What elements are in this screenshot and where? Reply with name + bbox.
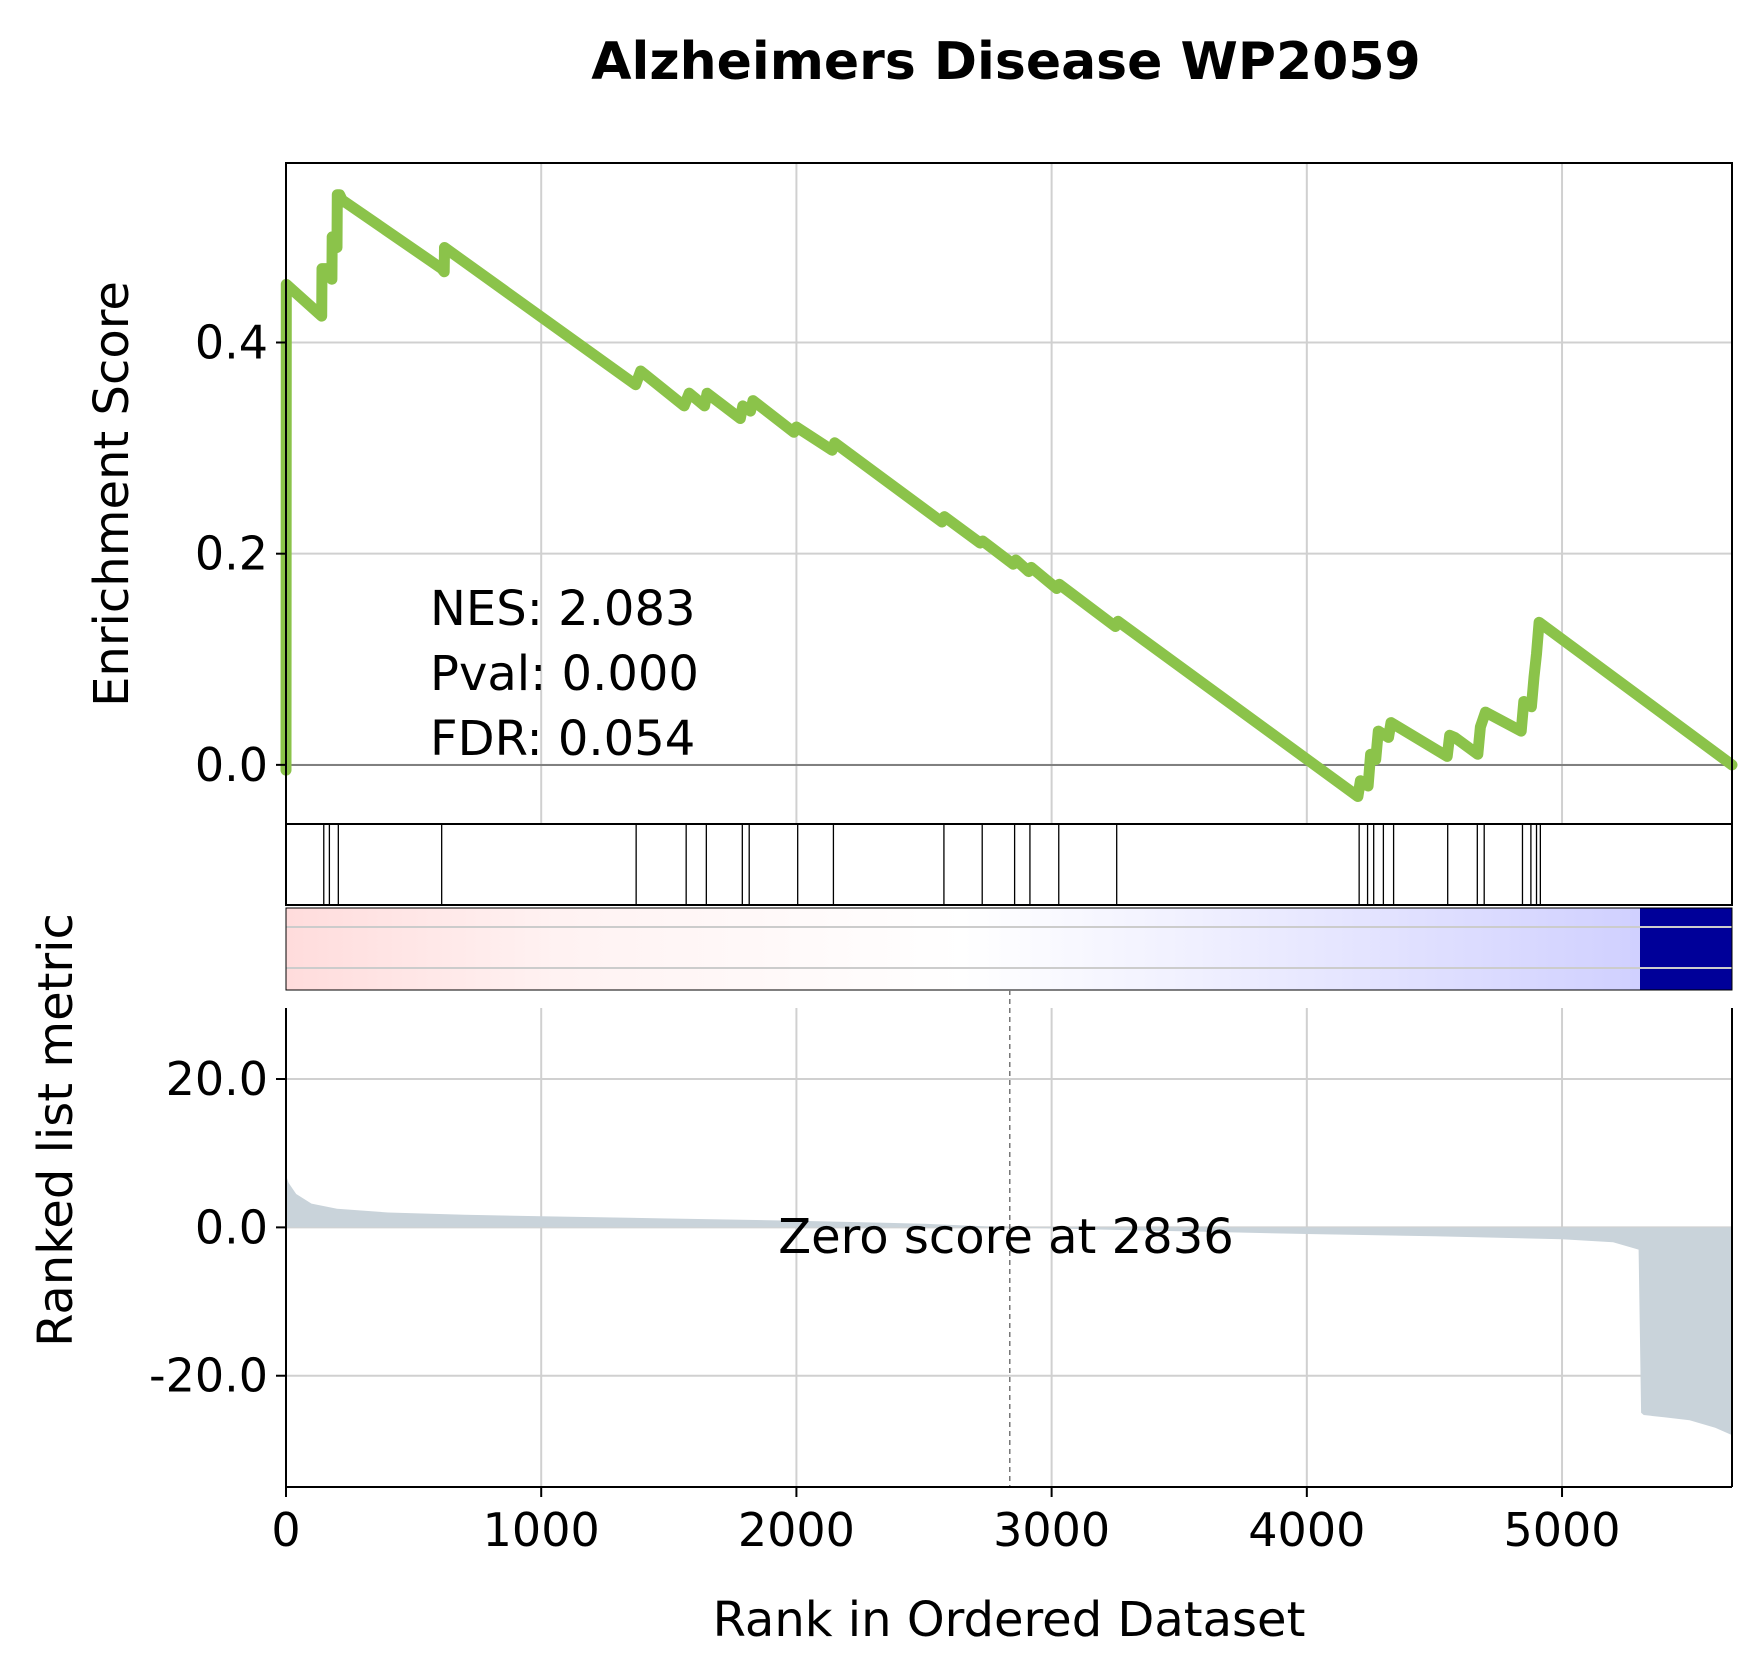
x-tick-label: 2000 <box>738 1503 855 1557</box>
hits-frame <box>285 823 1733 906</box>
enrichment-y-ticks: 0.0 0.2 0.4 <box>195 316 286 792</box>
rank-heatmap-tail <box>1640 908 1732 990</box>
x-tick-label: 3000 <box>993 1503 1110 1557</box>
ranked-y-ticks: -20.0 0.0 20.0 <box>149 1052 286 1403</box>
ranked-metric-panel: Zero score at 2836 -20.0 0.0 20.0 0 1000 200… <box>28 913 1733 1648</box>
chart-title: Alzheimers Disease WP2059 <box>591 32 1420 92</box>
zero-score-label: Zero score at 2836 <box>778 1209 1234 1265</box>
enrichment-line <box>280 189 1738 802</box>
x-tick-label: 1000 <box>483 1503 600 1557</box>
ranked-y-label: Ranked list metric <box>28 913 84 1347</box>
x-ticks: 0 1000 2000 3000 4000 5000 <box>271 1487 1621 1557</box>
rank-heatmap <box>286 908 1640 990</box>
x-tick-label: 0 <box>271 1503 300 1557</box>
fdr-annotation: FDR: 0.054 <box>430 711 695 767</box>
y-tick-label: -20.0 <box>149 1349 268 1403</box>
heatmap-frame <box>285 907 1733 991</box>
x-tick-label: 5000 <box>1503 1503 1620 1557</box>
x-tick-label: 4000 <box>1248 1503 1365 1557</box>
y-tick-label: 0.2 <box>195 527 268 581</box>
y-tick-label: 0.0 <box>195 738 268 792</box>
nes-annotation: NES: 2.083 <box>430 581 696 637</box>
heatmap-panel <box>285 907 1733 991</box>
y-tick-label: 20.0 <box>166 1052 268 1106</box>
enrichment-y-label: Enrichment Score <box>84 281 140 707</box>
y-tick-label: 0.0 <box>195 1200 268 1254</box>
pval-annotation: Pval: 0.000 <box>430 646 699 702</box>
hits-panel <box>285 823 1733 906</box>
enrichment-panel: 0.0 0.2 0.4 Enrichment Score NES: 2.083 Pv… <box>84 162 1738 825</box>
y-tick-label: 0.4 <box>195 316 268 370</box>
hit-marks <box>323 824 1541 905</box>
x-axis-label: Rank in Ordered Dataset <box>713 1592 1306 1648</box>
